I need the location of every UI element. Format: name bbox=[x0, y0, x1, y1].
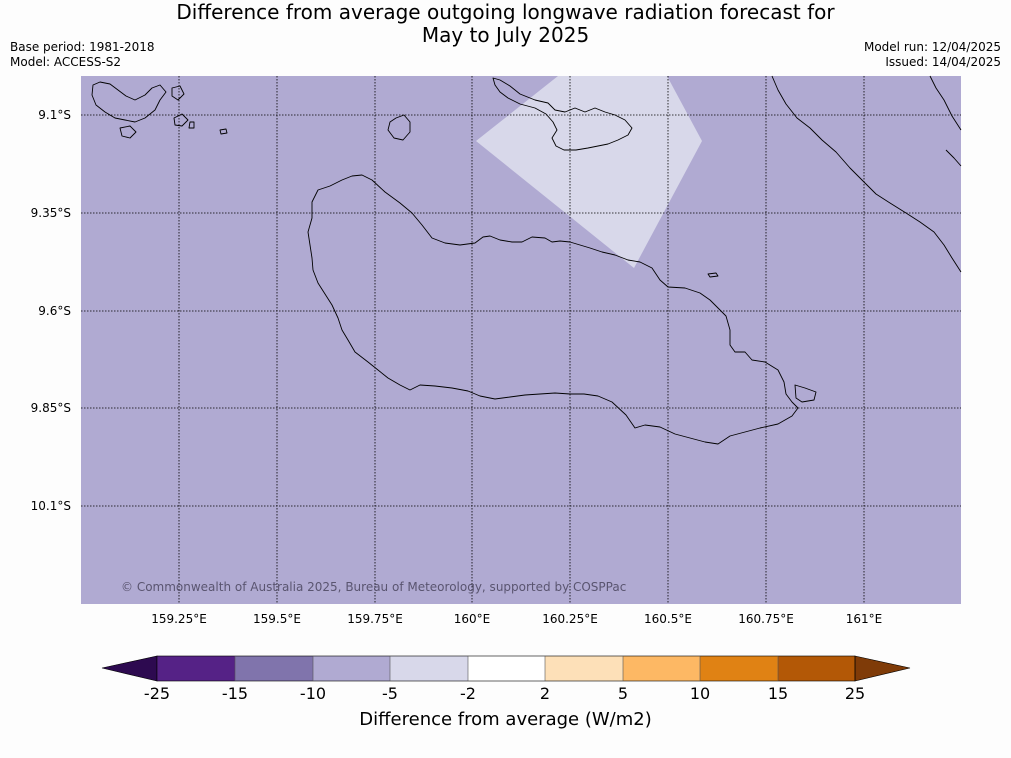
colorbar-swatch-5 bbox=[468, 656, 545, 681]
coastlines bbox=[91, 75, 962, 445]
colorbar-tick-15: 15 bbox=[767, 684, 789, 703]
colorbar-swatch-4 bbox=[390, 656, 468, 681]
coastline-florida-islands bbox=[492, 77, 633, 151]
colorbar-label: Difference from average (W/m2) bbox=[359, 709, 652, 730]
colorbar-max-extension bbox=[854, 655, 911, 682]
model-text: Model: ACCESS-S2 bbox=[10, 55, 122, 69]
lat-tick-10-1: 10.1°S bbox=[30, 499, 71, 513]
lon-tick-159-5: 159.5°E bbox=[253, 612, 301, 626]
lat-tick-9-1: 9.1°S bbox=[38, 108, 71, 122]
graticule bbox=[81, 76, 961, 604]
colorbar-swatch-3 bbox=[313, 656, 390, 681]
colorbar-tick-minus5: -5 bbox=[382, 684, 398, 703]
colorbar-tick-minus25: -25 bbox=[143, 684, 171, 703]
lon-tick-160-25: 160.25°E bbox=[542, 612, 598, 626]
lon-tick-159-25: 159.25°E bbox=[151, 612, 207, 626]
colorbar-tick-10: 10 bbox=[689, 684, 711, 703]
colorbar-tick-5: 5 bbox=[617, 684, 629, 703]
chart-title-line-1: Difference from average outgoing longwav… bbox=[176, 0, 835, 24]
colorbar-swatch-9 bbox=[778, 656, 855, 681]
colorbar-swatch-6 bbox=[545, 656, 623, 681]
meta-right: Model run: 12/04/2025 Issued: 14/04/2025 bbox=[864, 40, 1001, 70]
lat-tick-9-85: 9.85°S bbox=[30, 401, 71, 415]
model-run-text: Model run: 12/04/2025 bbox=[863, 40, 1001, 54]
colorbar-tick-minus2: -2 bbox=[460, 684, 476, 703]
colorbar-min-extension bbox=[101, 655, 158, 682]
issued-text: Issued: 14/04/2025 bbox=[885, 55, 1001, 69]
copyright-text: © Commonwealth of Australia 2025, Bureau… bbox=[121, 580, 627, 594]
lon-tick-159-75: 159.75°E bbox=[347, 612, 403, 626]
coastline-malaita bbox=[771, 75, 962, 273]
chart-title-line-2: May to July 2025 bbox=[421, 23, 590, 47]
colorbar-tick-minus10: -10 bbox=[299, 684, 327, 703]
colorbar-tick-25: 25 bbox=[844, 684, 866, 703]
base-period-text: Base period: 1981-2018 bbox=[10, 40, 155, 54]
colorbar-swatch-2 bbox=[235, 656, 313, 681]
colorbar-swatch-7 bbox=[623, 656, 700, 681]
coastline-savo-island bbox=[387, 114, 411, 141]
meta-left: Base period: 1981-2018 Model: ACCESS-S2 bbox=[10, 40, 155, 70]
lon-tick-161: 161°E bbox=[845, 612, 883, 626]
lon-tick-160-75: 160.75°E bbox=[738, 612, 794, 626]
lat-tick-9-35: 9.35°S bbox=[30, 206, 71, 220]
colorbar-swatch-1 bbox=[157, 656, 235, 681]
lon-tick-160-5: 160.5°E bbox=[644, 612, 692, 626]
colorbar bbox=[101, 655, 911, 682]
coastline-main-island bbox=[307, 174, 799, 445]
anomaly-patch bbox=[476, 76, 702, 268]
colorbar-swatch-8 bbox=[700, 656, 778, 681]
colorbar-tick-2: 2 bbox=[539, 684, 551, 703]
lat-tick-9-6: 9.6°S bbox=[38, 304, 71, 318]
colorbar-tick-minus15: -15 bbox=[221, 684, 249, 703]
lon-tick-160: 160°E bbox=[453, 612, 491, 626]
